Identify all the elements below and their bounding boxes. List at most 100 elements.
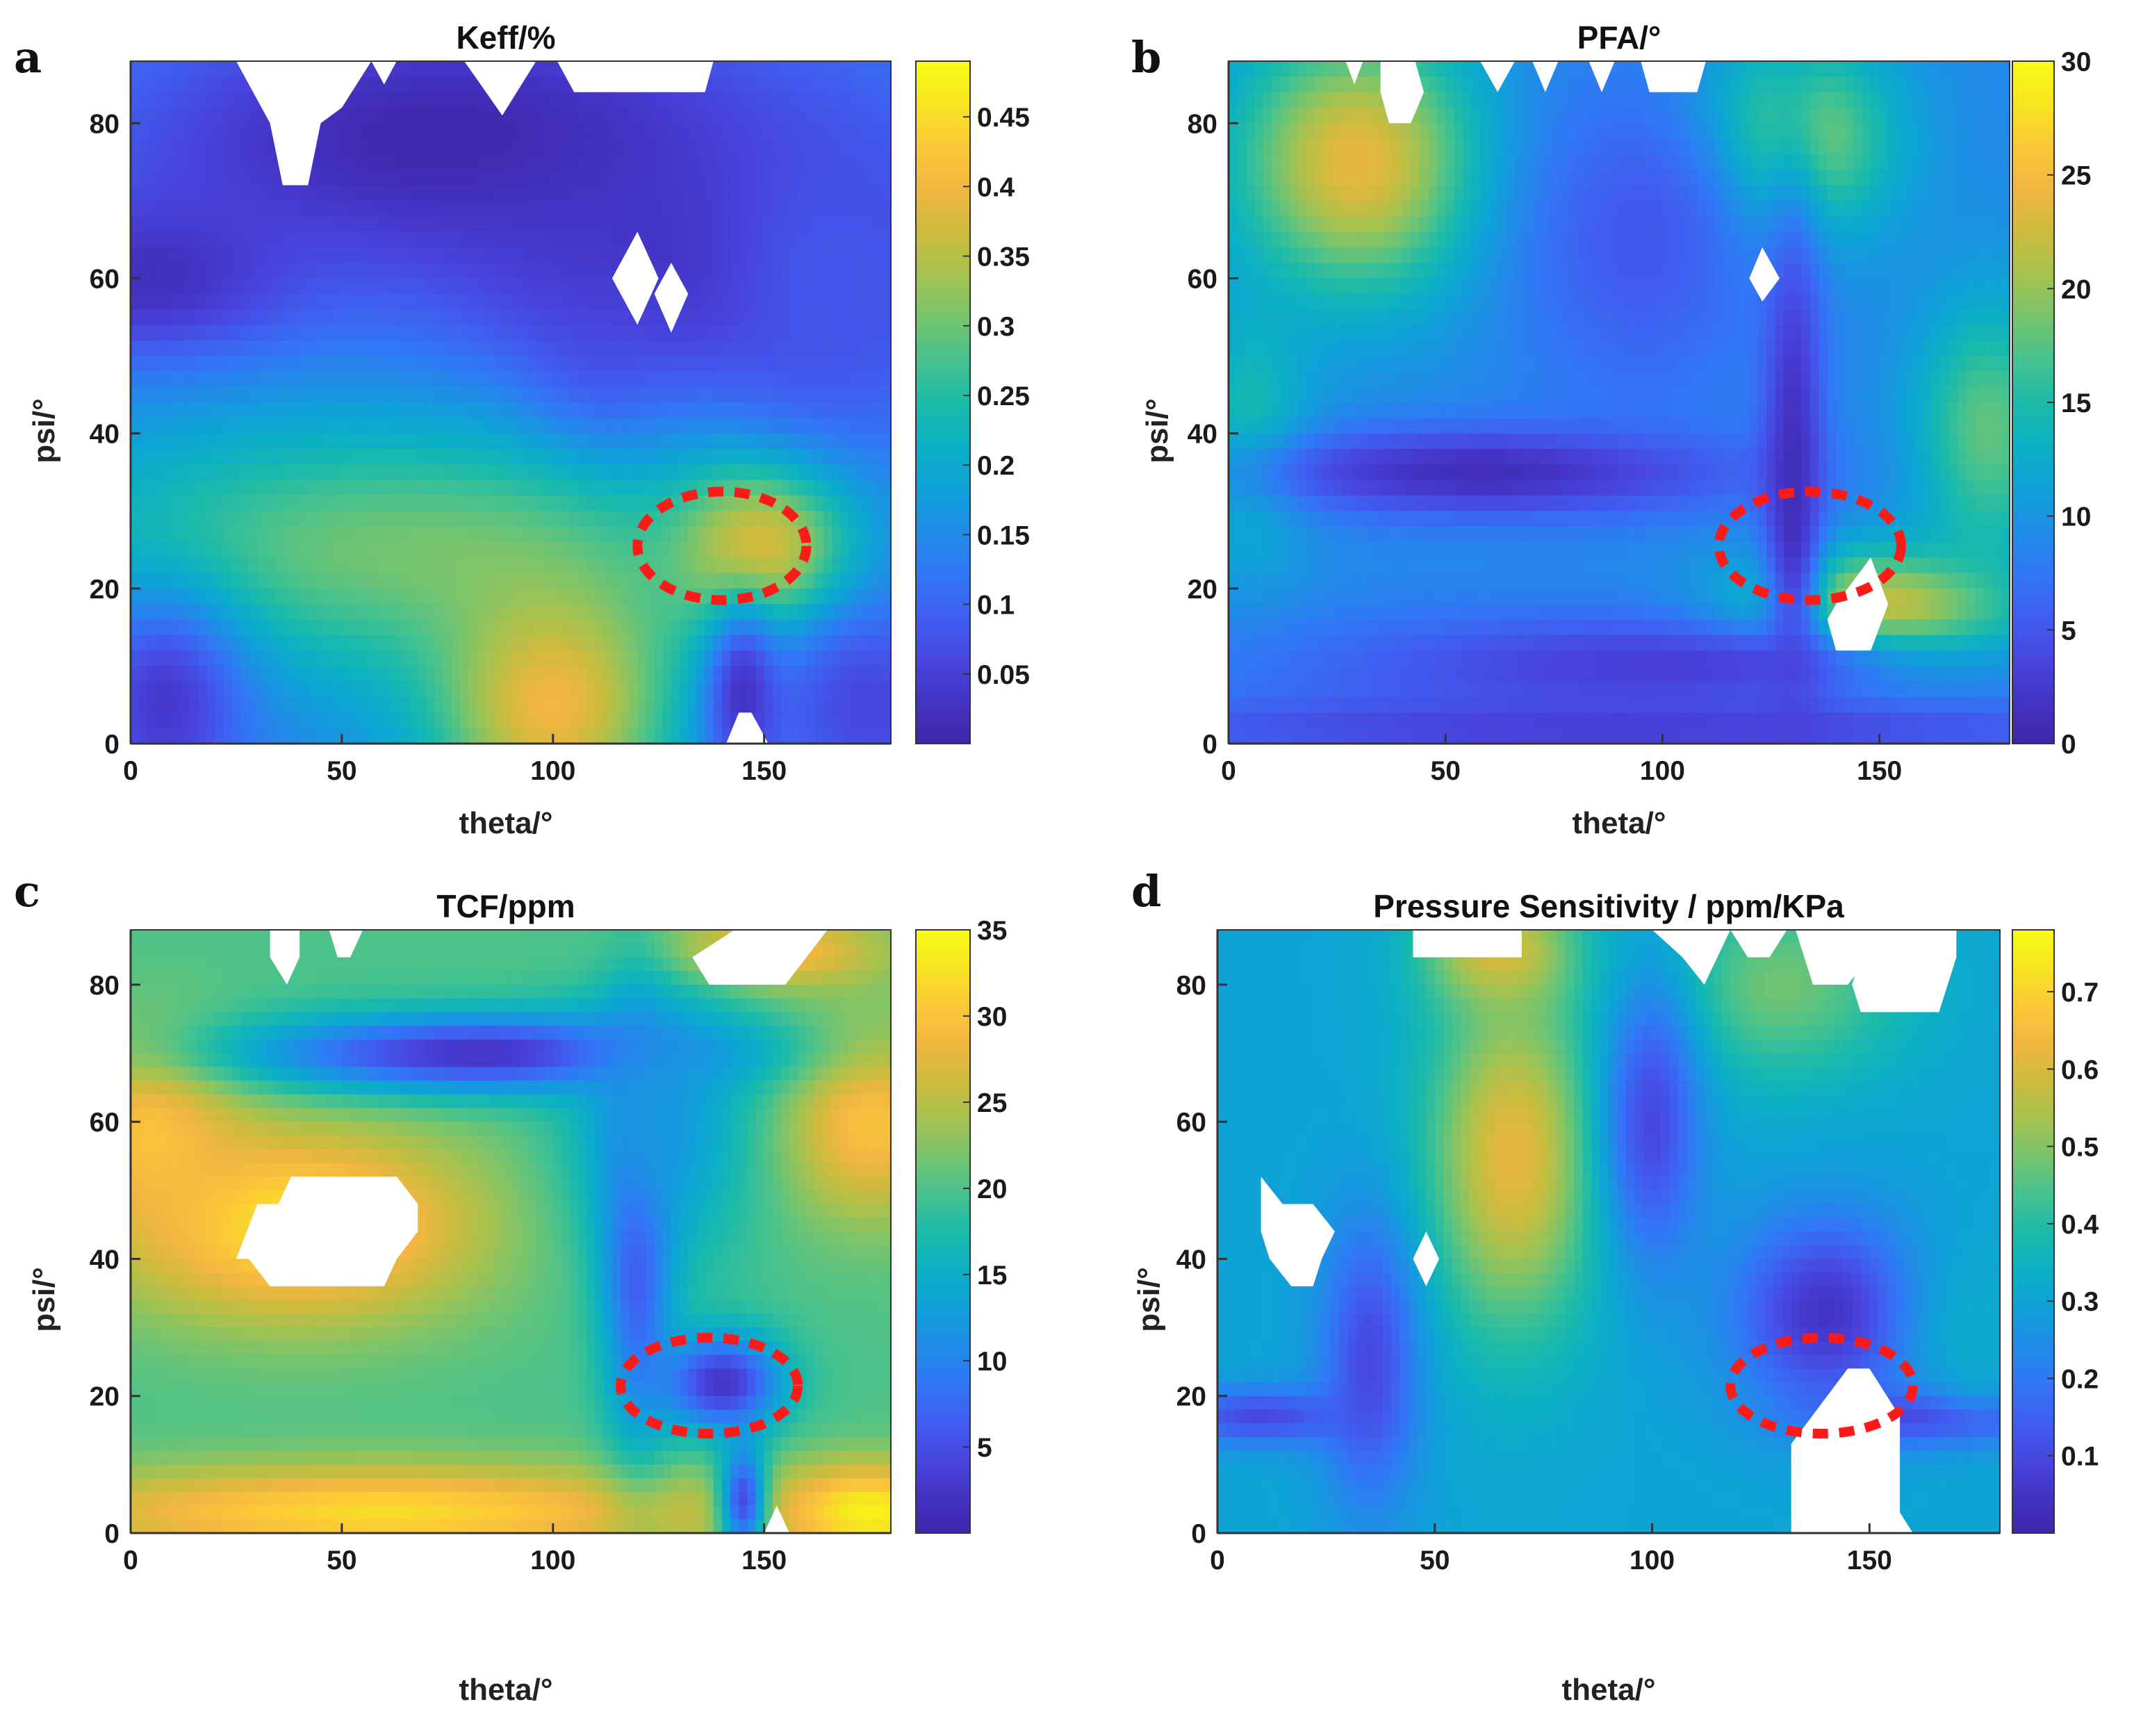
heatmap-cell	[780, 480, 790, 496]
heatmap-cell	[730, 185, 739, 202]
heatmap-cell	[325, 154, 334, 171]
heatmap-cell	[392, 573, 402, 589]
heatmap-cell	[511, 247, 520, 263]
heatmap-cell	[434, 541, 444, 558]
heatmap-cell	[384, 293, 393, 310]
heatmap-cell	[544, 356, 554, 372]
heatmap-cell	[265, 340, 275, 357]
heatmap-cell	[780, 650, 790, 667]
heatmap-cell	[814, 61, 824, 78]
heatmap-cell	[654, 588, 664, 605]
heatmap-cell	[282, 697, 292, 714]
heatmap-cell	[257, 464, 267, 481]
heatmap-cell	[730, 293, 739, 310]
heatmap-cell	[806, 123, 816, 140]
heatmap-cell	[637, 170, 647, 186]
heatmap-cell	[544, 200, 554, 217]
heatmap-cell	[392, 356, 402, 372]
heatmap-cell	[536, 604, 545, 621]
heatmap-cell	[814, 200, 824, 217]
heatmap-cell	[713, 573, 723, 589]
heatmap-cell	[240, 573, 249, 589]
heatmap-cell	[840, 123, 850, 140]
heatmap-cell	[400, 170, 410, 186]
heatmap-cell	[282, 464, 292, 481]
heatmap-cell	[730, 200, 739, 217]
heatmap-cell	[290, 386, 300, 403]
heatmap-cell	[671, 448, 680, 466]
heatmap-cell	[814, 619, 824, 636]
heatmap-cell	[637, 185, 647, 202]
heatmap-cell	[443, 697, 452, 714]
heatmap-cell	[646, 231, 655, 248]
heatmap-cell	[350, 728, 359, 744]
heatmap-cell	[637, 681, 647, 698]
heatmap-cell	[1245, 511, 1256, 527]
heatmap-cell	[1384, 402, 1395, 419]
heatmap-cell	[231, 263, 241, 279]
heatmap-cell	[502, 495, 511, 512]
heatmap-cell	[190, 511, 199, 527]
heatmap-cell	[1237, 107, 1247, 124]
heatmap-cell	[857, 154, 867, 171]
heatmap-cell	[325, 433, 334, 450]
heatmap-cell	[409, 356, 419, 372]
heatmap-cell	[1384, 448, 1395, 466]
heatmap-cell	[164, 61, 174, 78]
heatmap-cell	[493, 402, 503, 419]
heatmap-cell	[848, 61, 858, 78]
heatmap-cell	[341, 263, 351, 279]
heatmap-cell	[1384, 433, 1395, 450]
heatmap-cell	[544, 154, 554, 171]
heatmap-cell	[282, 371, 292, 388]
heatmap-cell	[131, 464, 140, 481]
heatmap-cell	[274, 448, 284, 466]
heatmap-cell	[696, 604, 706, 621]
heatmap-cell	[857, 541, 867, 558]
heatmap-cell	[1324, 634, 1333, 651]
heatmap-cell	[316, 216, 326, 233]
heatmap-cell	[882, 464, 891, 481]
heatmap-cell	[586, 278, 596, 295]
heatmap-cell	[375, 588, 385, 605]
heatmap-cell	[747, 231, 757, 248]
heatmap-cell	[316, 371, 326, 388]
heatmap-cell	[814, 433, 824, 450]
heatmap-cell	[409, 728, 419, 744]
heatmap-cell	[451, 464, 461, 481]
heatmap-cell	[739, 495, 748, 512]
heatmap-cell	[164, 573, 174, 589]
heatmap-cell	[384, 541, 393, 558]
heatmap-cell	[806, 231, 816, 248]
heatmap-cell	[426, 464, 436, 481]
heatmap-cell	[215, 433, 224, 450]
heatmap-cell	[1359, 185, 1368, 202]
heatmap-cell	[662, 107, 672, 124]
heatmap-cell	[848, 216, 858, 233]
heatmap-cell	[1229, 185, 1238, 202]
heatmap-cell	[384, 340, 393, 357]
heatmap-cell	[198, 263, 208, 279]
heatmap-cell	[772, 681, 782, 698]
heatmap-cell	[156, 557, 165, 574]
heatmap-cell	[1315, 123, 1325, 140]
heatmap-cell	[434, 712, 444, 729]
heatmap-cell	[552, 200, 562, 217]
heatmap-cell	[443, 61, 452, 78]
heatmap-cell	[848, 541, 858, 558]
heatmap-cell	[384, 728, 393, 744]
heatmap-cell	[341, 634, 351, 651]
heatmap-cell	[215, 170, 224, 186]
heatmap-cell	[603, 697, 613, 714]
heatmap-cell	[181, 309, 190, 326]
heatmap-cell	[1237, 681, 1247, 698]
heatmap-cell	[705, 402, 714, 419]
heatmap-cell	[857, 92, 867, 108]
heatmap-cell	[367, 681, 377, 698]
heatmap-cell	[552, 495, 562, 512]
heatmap-cell	[848, 325, 858, 341]
heatmap-cell	[190, 666, 199, 682]
heatmap-cell	[215, 138, 224, 155]
heatmap-cell	[206, 325, 216, 341]
heatmap-cell	[451, 541, 461, 558]
